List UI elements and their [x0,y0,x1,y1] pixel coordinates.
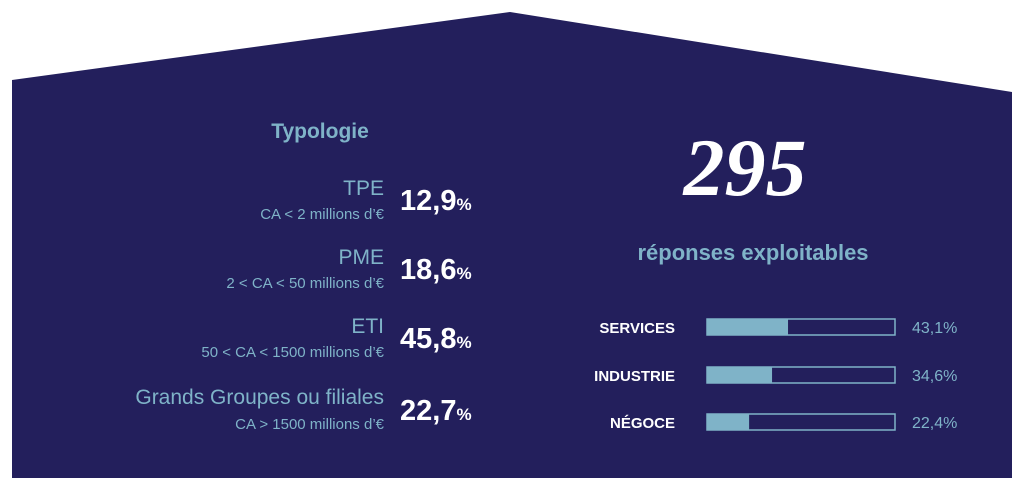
type-detail: 2 < CA < 50 millions d’€ [226,275,384,292]
type-value: 22,7% [400,395,472,427]
type-name: Grands Groupes ou filiales [135,386,384,409]
typology-title: Typologie [271,120,369,143]
type-value-number: 22,7 [400,395,456,427]
type-value-unit: % [456,264,471,283]
type-name: PME [338,246,384,269]
response-label: réponses exploitables [637,240,868,265]
bar [707,319,789,335]
sector-name: INDUSTRIE [594,368,675,385]
sector-name: NÉGOCE [610,415,675,432]
type-name: ETI [351,315,384,338]
type-value: 12,9% [400,185,472,217]
type-value: 18,6% [400,254,472,286]
sector-value: 22,4% [912,415,957,432]
type-detail: CA < 2 millions d’€ [260,206,384,223]
type-value: 45,8% [400,323,472,355]
sector-value: 43,1% [912,320,957,337]
type-value-number: 12,9 [400,185,456,217]
sector-name: SERVICES [599,320,675,337]
type-value-unit: % [456,333,471,352]
type-value-number: 18,6 [400,254,456,286]
response-count: 295 [683,122,807,213]
type-value-unit: % [456,405,471,424]
type-detail: CA > 1500 millions d’€ [235,416,384,433]
background-shape [12,12,1012,478]
type-name: TPE [343,177,384,200]
type-value-number: 45,8 [400,323,456,355]
bar [707,367,773,383]
sector-value: 34,6% [912,368,957,385]
bar [707,414,750,430]
type-detail: 50 < CA < 1500 millions d’€ [201,344,384,361]
type-value-unit: % [456,195,471,214]
